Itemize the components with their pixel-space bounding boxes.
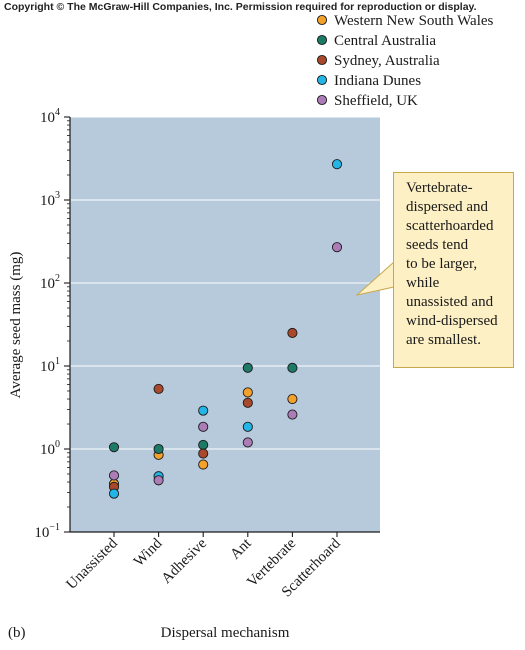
y-tick-label: 101 [40,356,60,375]
data-point [108,488,120,499]
data-point [198,448,209,459]
x-tick-label: Wind [131,535,166,570]
y-tick-label: 104 [40,107,60,126]
legend-label: Indiana Dunes [334,73,421,89]
legend-label: Sheffield, UK [334,93,418,109]
data-point [287,393,298,405]
legend-marker [316,74,328,86]
callout-line: unassisted and [406,294,494,310]
y-tick-label: 100 [40,439,60,458]
data-point [153,443,164,455]
legend-label: Sydney, Australia [334,53,440,69]
data-point [331,242,343,253]
annotation-callout: Vertebrate-dispersed and scatterhoarded se… [393,172,514,368]
data-point [198,439,209,450]
y-tick-label: 102 [40,273,60,292]
data-point [242,437,253,448]
y-tick-label: 103 [40,190,60,209]
data-point [153,475,164,486]
x-tick-label: Adhesive [159,535,211,587]
y-tick-label: 10−1 [34,522,60,541]
data-point [287,327,298,339]
callout-line: seeds tend [406,237,469,253]
copyright-notice: Copyright © The McGraw-Hill Companies, I… [4,1,477,13]
plot-area [70,117,380,532]
callout-line: wind-dispersed [406,313,498,329]
callout-line: dispersed and [406,199,489,215]
legend-marker [316,54,328,66]
legend-label: Western New South Wales [334,13,494,29]
data-point [198,421,209,432]
legend-marker [316,94,328,106]
data-point [331,159,343,170]
panel-label: (b) [8,625,26,641]
data-point [287,409,298,420]
callout-line: are smallest. [406,332,481,348]
callout-line: scatterhoarded [406,218,494,234]
data-point [108,470,120,481]
data-point [242,421,253,432]
data-point [198,459,209,470]
callout-line: while [406,275,440,291]
data-point [242,397,253,408]
callout-line: to be larger, [406,256,478,272]
data-point [108,442,120,453]
data-point [153,383,164,394]
gridlines [70,116,380,450]
data-point [287,362,298,373]
x-tick-label: Unassisted [64,535,122,593]
y-axis-label: Average seed mass (mg) [8,252,24,399]
x-axis-label: Dispersal mechanism [161,625,290,641]
legend-label: Central Australia [334,33,436,49]
legend-marker [316,34,328,46]
x-tick-label: Ant [227,535,255,563]
data-point [198,405,209,416]
data-point [242,387,253,398]
callout-line: Vertebrate- [406,180,473,196]
legend: Western New South Wales Central Australia… [316,13,494,109]
data-point [242,362,253,373]
data-points [108,159,343,499]
legend-marker [316,14,328,26]
